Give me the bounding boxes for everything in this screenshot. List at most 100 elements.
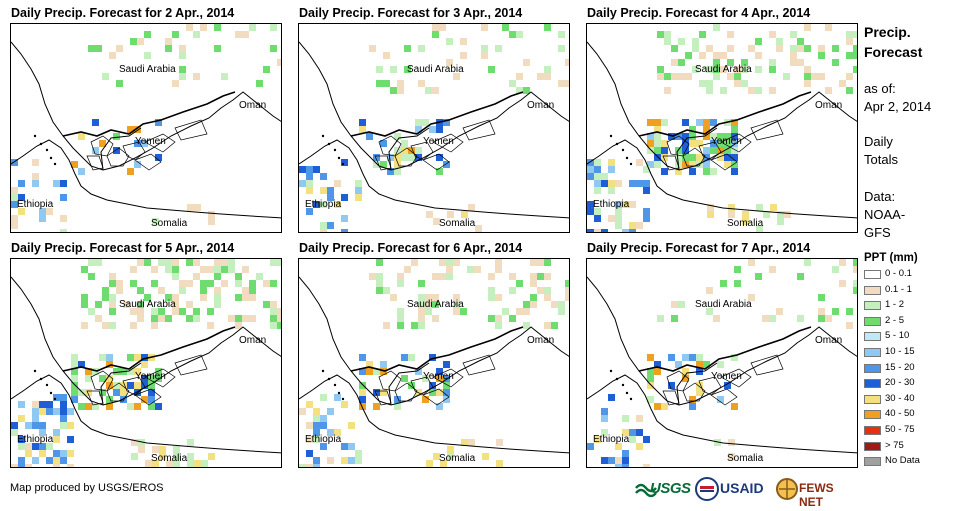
precip-cell xyxy=(383,287,390,294)
precip-cell xyxy=(446,259,453,266)
precip-cell xyxy=(137,308,144,315)
precip-cell xyxy=(32,422,39,429)
precip-cell xyxy=(565,287,569,294)
precip-cell xyxy=(71,382,78,389)
country-label-yemen: Yemen xyxy=(423,136,454,147)
legend-swatch xyxy=(864,270,881,279)
governorate-boundary xyxy=(378,370,402,392)
precip-cell xyxy=(647,375,654,382)
precip-cell xyxy=(692,45,699,52)
precip-cell xyxy=(703,147,710,154)
governorate-boundary xyxy=(682,147,706,167)
precip-cell xyxy=(194,204,201,211)
precip-cell xyxy=(127,382,134,389)
precip-cell xyxy=(703,119,710,126)
country-label-yemen: Yemen xyxy=(135,371,166,382)
precip-cell xyxy=(373,403,380,410)
precip-cell xyxy=(397,87,404,94)
precip-cell xyxy=(348,443,355,450)
precip-cell xyxy=(334,394,341,401)
precip-cell xyxy=(60,229,67,232)
governorate-boundary xyxy=(410,141,434,161)
precip-cell xyxy=(60,415,67,422)
boundary-line xyxy=(676,127,718,171)
precip-cell xyxy=(155,375,162,382)
precip-cell xyxy=(710,168,717,175)
precip-cell xyxy=(832,59,839,66)
precip-cell xyxy=(804,45,811,52)
precip-cell xyxy=(102,322,109,329)
precip-cell xyxy=(530,280,537,287)
precip-cell xyxy=(397,273,404,280)
precip-cell xyxy=(320,201,327,208)
country-label-yemen: Yemen xyxy=(135,136,166,147)
precip-cell xyxy=(53,394,60,401)
precip-cell xyxy=(138,446,145,453)
precip-cell xyxy=(39,443,46,450)
precip-cell xyxy=(696,119,703,126)
daily-line: Daily xyxy=(864,134,893,149)
governorate-boundary xyxy=(750,119,784,141)
precip-cell xyxy=(495,315,502,322)
precip-cell xyxy=(741,59,748,66)
precip-cell xyxy=(523,301,530,308)
precip-cell xyxy=(334,201,341,208)
precip-cell xyxy=(145,460,152,467)
precip-cell xyxy=(306,187,313,194)
precip-cell xyxy=(727,59,734,66)
boundary-line xyxy=(299,276,569,406)
precip-cell xyxy=(481,24,488,31)
precip-cell xyxy=(277,59,281,66)
precip-cell xyxy=(818,308,825,315)
precip-cell xyxy=(394,168,401,175)
precip-cell xyxy=(137,287,144,294)
precip-cell xyxy=(706,87,713,94)
legend-item: 40 - 50 xyxy=(864,408,964,423)
governorate-boundary xyxy=(710,153,738,171)
boundary-line xyxy=(62,91,236,137)
precip-cell xyxy=(113,133,120,140)
precip-cell xyxy=(341,215,348,222)
precip-cell xyxy=(411,259,418,266)
precip-cell xyxy=(106,396,113,403)
precip-cell xyxy=(408,382,415,389)
precip-cell xyxy=(846,322,853,329)
precip-cell xyxy=(692,38,699,45)
precip-cell xyxy=(443,361,450,368)
precip-cell xyxy=(109,322,116,329)
precip-cell xyxy=(137,315,144,322)
island-mark xyxy=(609,369,613,373)
precip-cell xyxy=(429,354,436,361)
precip-cell xyxy=(615,457,622,464)
precip-cell xyxy=(152,218,159,225)
precip-cell xyxy=(173,460,180,467)
map-canvas xyxy=(299,259,569,467)
precip-cell xyxy=(731,354,738,361)
precip-cell xyxy=(777,211,784,218)
precip-cell xyxy=(481,52,488,59)
precip-cell xyxy=(81,322,88,329)
precip-cell xyxy=(106,403,113,410)
precip-cell xyxy=(482,453,489,460)
precip-cell xyxy=(671,315,678,322)
precip-cell xyxy=(397,80,404,87)
precip-cell xyxy=(18,194,25,201)
precip-cell xyxy=(11,194,18,201)
precip-cell xyxy=(376,287,383,294)
precip-cell xyxy=(734,80,741,87)
precip-cell xyxy=(724,161,731,168)
precip-cell xyxy=(668,382,675,389)
precip-cell xyxy=(558,45,565,52)
legend-label: 1 - 2 xyxy=(885,299,905,311)
precip-cell xyxy=(565,80,569,87)
precip-cell xyxy=(748,45,755,52)
precip-cell xyxy=(664,38,671,45)
precip-cell xyxy=(853,45,857,52)
precip-cell xyxy=(390,66,397,73)
precip-cell xyxy=(327,222,334,229)
precip-cell xyxy=(313,429,320,436)
precip-cell xyxy=(516,87,523,94)
precip-cell xyxy=(408,154,415,161)
legend-item: 0 - 0.1 xyxy=(864,268,964,283)
precip-cell xyxy=(113,368,120,375)
